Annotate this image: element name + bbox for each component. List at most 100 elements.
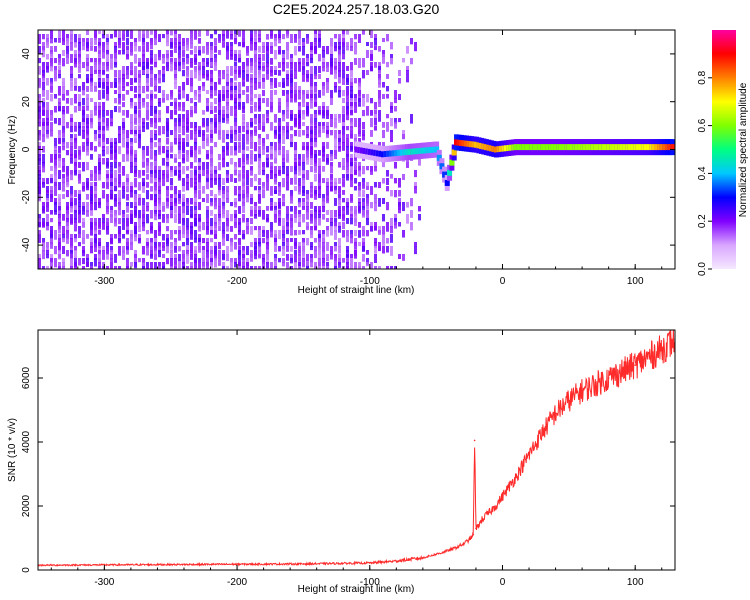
heatmap-cell	[106, 242, 109, 247]
heatmap-cell	[410, 114, 413, 124]
heatmap-cell	[326, 86, 329, 93]
heatmap-cell	[254, 118, 257, 125]
heatmap-cell	[330, 118, 333, 128]
heatmap-cell	[202, 122, 205, 128]
heatmap-cell	[222, 222, 225, 232]
heatmap-cell	[134, 130, 137, 136]
heatmap-cell	[78, 150, 81, 155]
heatmap-cell	[114, 210, 117, 216]
heatmap-cell	[182, 262, 185, 269]
y-tick-label: -20	[21, 190, 32, 205]
heatmap-cell	[286, 122, 289, 130]
heatmap-cell	[342, 98, 345, 104]
heatmap-cell	[378, 182, 381, 189]
heatmap-cell	[358, 266, 361, 269]
heatmap-cell	[242, 42, 245, 47]
heatmap-cell	[246, 226, 249, 235]
heatmap-cell	[302, 254, 305, 259]
heatmap-cell	[286, 206, 289, 215]
heatmap-cell	[166, 258, 169, 265]
heatmap-cell	[242, 114, 245, 120]
heatmap-cell	[194, 102, 197, 107]
heatmap-cell	[274, 214, 277, 223]
heatmap-cell	[66, 50, 69, 58]
ridge-cell	[627, 144, 633, 151]
heatmap-cell	[142, 54, 145, 64]
heatmap-cell	[290, 166, 293, 172]
snr-point	[514, 476, 517, 479]
heatmap-cell	[50, 122, 53, 131]
heatmap-cell	[298, 62, 301, 72]
heatmap-cell	[342, 214, 345, 222]
heatmap-cell	[398, 70, 401, 77]
heatmap-cell	[274, 254, 277, 261]
heatmap-cell	[250, 82, 253, 88]
heatmap-cell	[210, 118, 213, 124]
heatmap-cell	[214, 82, 217, 91]
heatmap-cell	[190, 42, 193, 49]
heatmap-cell	[246, 186, 249, 194]
snr-point	[455, 546, 457, 549]
heatmap-cell	[250, 106, 253, 114]
heatmap-cell	[42, 178, 45, 185]
heatmap-cell	[86, 254, 89, 260]
heatmap-cell	[178, 194, 181, 202]
heatmap-cell	[122, 110, 125, 116]
heatmap-cell	[322, 194, 325, 202]
heatmap-cell	[346, 258, 349, 265]
heatmap-cell	[42, 90, 45, 97]
heatmap-cell	[230, 126, 233, 134]
heatmap-cell	[258, 178, 261, 186]
heatmap-cell	[210, 230, 213, 235]
heatmap-cell	[270, 66, 273, 73]
heatmap-cell	[46, 190, 49, 195]
ridge-cell	[378, 150, 384, 157]
heatmap-cell	[98, 74, 101, 81]
heatmap-cell	[318, 130, 321, 138]
heatmap-cell	[42, 182, 45, 188]
heatmap-cell	[298, 210, 301, 217]
heatmap-cell	[350, 82, 353, 88]
heatmap-cell	[302, 46, 305, 56]
heatmap-cell	[158, 214, 161, 220]
heatmap-cell	[50, 130, 53, 137]
heatmap-cell	[370, 98, 373, 104]
heatmap-cell	[62, 138, 65, 145]
heatmap-cell	[86, 94, 89, 100]
heatmap-cell	[198, 214, 201, 222]
heatmap-cell	[158, 266, 161, 269]
heatmap-cell	[282, 178, 285, 188]
heatmap-cell	[290, 86, 293, 94]
heatmap-cell	[294, 242, 297, 250]
heatmap-cell	[314, 142, 317, 148]
heatmap-cell	[54, 74, 57, 82]
heatmap-cell	[54, 198, 57, 205]
heatmap-cell	[290, 70, 293, 78]
heatmap-cell	[342, 182, 345, 188]
heatmap-cell	[338, 222, 341, 228]
heatmap-cell	[130, 234, 133, 240]
x-tick-label: 0	[500, 577, 506, 588]
heatmap-cell	[286, 154, 289, 161]
heatmap-cell	[78, 174, 81, 181]
heatmap-cell	[234, 222, 237, 229]
heatmap-cell	[82, 230, 85, 239]
heatmap-cell	[402, 134, 405, 140]
heatmap-cell	[258, 94, 261, 101]
heatmap-cell	[162, 178, 165, 187]
heatmap-cell	[310, 150, 313, 160]
heatmap-cell	[290, 114, 293, 121]
heatmap-cell	[202, 82, 205, 88]
heatmap-cell	[290, 190, 293, 196]
heatmap-cell	[130, 150, 133, 156]
heatmap-cell	[150, 174, 153, 184]
heatmap-cell	[94, 246, 97, 252]
heatmap-cell	[238, 266, 241, 269]
heatmap-cell	[170, 170, 173, 177]
heatmap-cell	[198, 226, 201, 232]
heatmap-cell	[346, 170, 349, 178]
ridge-cell	[609, 144, 615, 151]
heatmap-cell	[258, 62, 261, 69]
heatmap-cell	[62, 214, 65, 221]
